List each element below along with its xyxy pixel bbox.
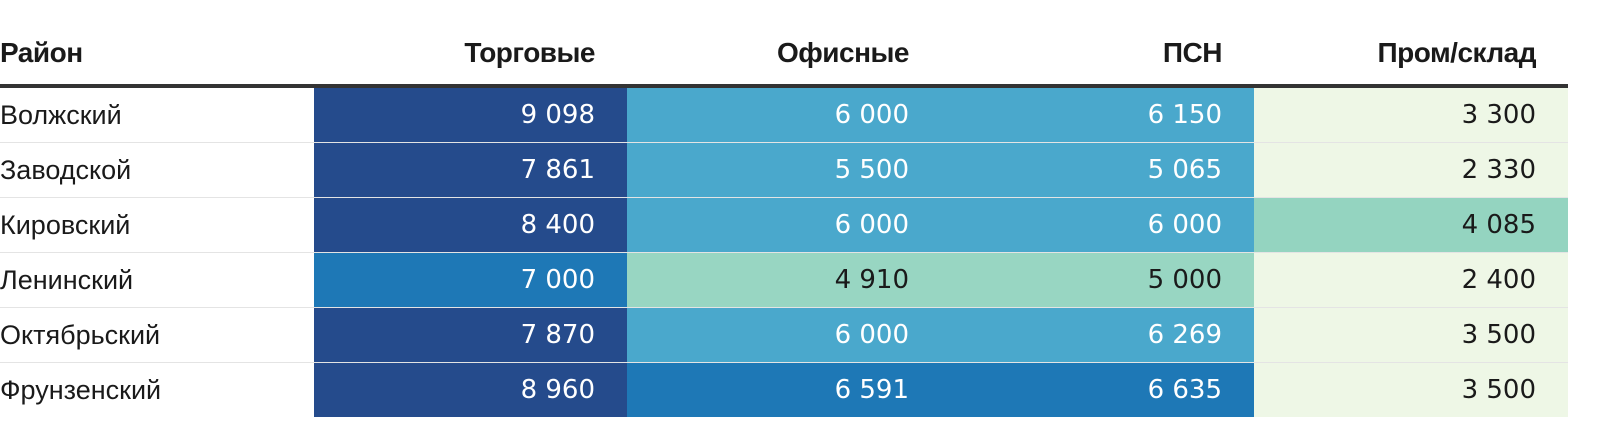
table-cell: 3 500	[1254, 307, 1568, 363]
district-name: Фрунзенский	[0, 362, 314, 417]
table-row: Заводской 7 861 5 500 5 065 2 330	[0, 142, 1568, 198]
district-name: Ленинский	[0, 252, 314, 308]
table-cell: 6 000	[627, 197, 941, 253]
table-cell: 8 400	[314, 197, 627, 253]
table-row: Кировский 8 400 6 000 6 000 4 085	[0, 197, 1568, 253]
table-cell: 6 150	[941, 86, 1254, 143]
table-cell: 6 591	[627, 362, 941, 417]
header-row: Район Торговые Офисные ПСН Пром/склад	[0, 22, 1568, 88]
table-cell: 3 500	[1254, 362, 1568, 417]
table-body: Волжский 9 098 6 000 6 150 3 300 Заводской 7 8…	[0, 86, 1568, 417]
district-name: Октябрьский	[0, 307, 314, 363]
district-name: Заводской	[0, 142, 314, 198]
table-cell: 6 269	[941, 307, 1254, 363]
table-cell: 6 000	[627, 86, 941, 143]
table-cell: 7 870	[314, 307, 627, 363]
table-row: Фрунзенский 8 960 6 591 6 635 3 500	[0, 362, 1568, 417]
table-cell: 8 960	[314, 362, 627, 417]
table-cell: 7 861	[314, 142, 627, 198]
table-cell: 3 300	[1254, 86, 1568, 143]
table-cell: 2 400	[1254, 252, 1568, 308]
table-cell: 5 065	[941, 142, 1254, 198]
district-name: Кировский	[0, 197, 314, 253]
table-cell: 7 000	[314, 252, 627, 308]
table-cell: 6 000	[941, 197, 1254, 253]
table-row: Октябрьский 7 870 6 000 6 269 3 500	[0, 307, 1568, 363]
header-office: Офисные	[627, 22, 941, 88]
table-cell: 4 085	[1254, 197, 1568, 253]
header-industrial: Пром/склад	[1254, 22, 1568, 88]
table-cell: 4 910	[627, 252, 941, 308]
header-retail: Торговые	[314, 22, 627, 88]
table-cell: 2 330	[1254, 142, 1568, 198]
table-row: Волжский 9 098 6 000 6 150 3 300	[0, 86, 1568, 143]
district-name: Волжский	[0, 86, 314, 143]
table-cell: 6 000	[627, 307, 941, 363]
table-cell: 5 500	[627, 142, 941, 198]
table-row: Ленинский 7 000 4 910 5 000 2 400	[0, 252, 1568, 308]
header-district: Район	[0, 22, 314, 88]
table-cell: 5 000	[941, 252, 1254, 308]
rent-rates-table: Район Торговые Офисные ПСН Пром/склад Во…	[0, 22, 1568, 417]
table-cell: 6 635	[941, 362, 1254, 417]
header-psn: ПСН	[941, 22, 1254, 88]
table-cell: 9 098	[314, 86, 627, 143]
